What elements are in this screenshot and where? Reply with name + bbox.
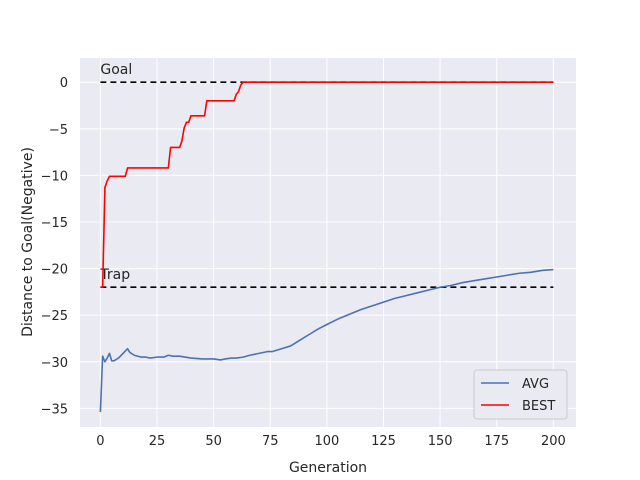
y-tick-labels: 0 −5 −10 −15 −20 −25 −30 −35 <box>41 76 68 417</box>
x-tick-label: 150 <box>428 434 453 449</box>
legend: AVG BEST <box>473 369 568 420</box>
y-tick-label: −15 <box>41 216 68 231</box>
y-tick-label: −30 <box>41 356 68 371</box>
y-tick-label: −5 <box>49 123 68 138</box>
plot-background <box>80 58 576 427</box>
y-axis-label: Distance to Goal(Negative) <box>20 147 36 337</box>
legend-label-avg: AVG <box>522 377 549 392</box>
goal-annotation: Goal <box>100 62 132 78</box>
x-tick-label: 75 <box>262 434 279 449</box>
series-line-best <box>100 81 554 289</box>
reference-lines: Goal Trap <box>99 62 554 289</box>
x-tick-label: 0 <box>96 434 104 449</box>
y-tick-label: −35 <box>41 402 68 417</box>
x-axis-label: Generation <box>289 460 367 476</box>
y-tick-label: 0 <box>60 76 68 91</box>
x-tick-label: 25 <box>149 434 166 449</box>
trap-annotation: Trap <box>99 267 130 283</box>
x-tick-label: 200 <box>541 434 566 449</box>
series-line-avg <box>99 268 554 413</box>
y-tick-label: −10 <box>41 169 68 184</box>
x-tick-label: 125 <box>371 434 396 449</box>
data-series <box>99 81 554 413</box>
x-tick-label: 175 <box>484 434 509 449</box>
legend-label-best: BEST <box>522 399 555 414</box>
y-tick-label: −20 <box>41 263 68 278</box>
x-tick-label: 100 <box>314 434 339 449</box>
y-tick-label: −25 <box>41 309 68 324</box>
x-tick-label: 50 <box>205 434 222 449</box>
x-tick-labels: 0 25 50 75 100 125 150 175 200 <box>96 434 566 449</box>
